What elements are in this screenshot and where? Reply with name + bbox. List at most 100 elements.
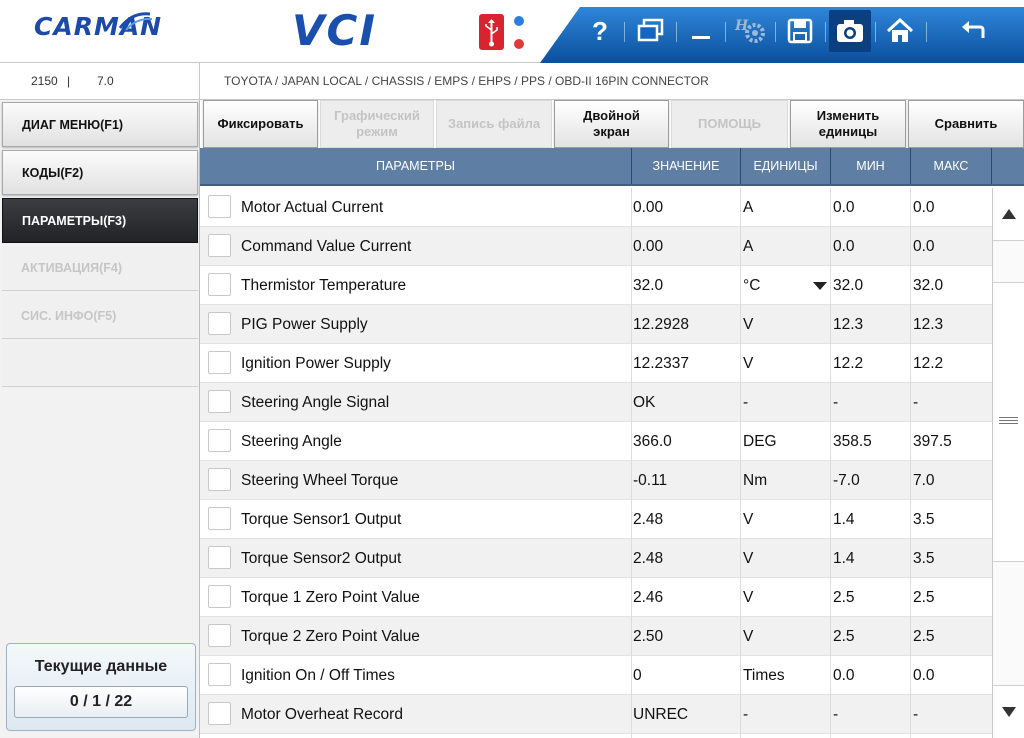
column-divider	[631, 188, 632, 738]
table-row[interactable]: Torque 2 Zero Point Value 2.50 V 2.5 2.5	[200, 617, 992, 656]
column-header-max[interactable]: МАКС	[911, 148, 992, 184]
column-divider	[830, 188, 831, 738]
scroll-up-button[interactable]	[993, 188, 1024, 241]
row-checkbox[interactable]	[208, 351, 231, 374]
parameter-name: Steering Wheel Torque	[241, 471, 399, 489]
parameter-unit: -	[743, 705, 749, 723]
table-row[interactable]: Ignition On / Off Times 0 Times 0.0 0.0	[200, 656, 992, 695]
minimize-button[interactable]	[680, 10, 722, 52]
table-row[interactable]: Steering Angle 366.0 DEG 358.5 397.5	[200, 422, 992, 461]
column-header-value[interactable]: ЗНАЧЕНИЕ	[632, 148, 741, 184]
table-row[interactable]: Command Value Current 0.00 A 0.0 0.0	[200, 227, 992, 266]
table-header: ПАРАМЕТРЫ ЗНАЧЕНИЕ ЕДИНИЦЫ МИН МАКС	[200, 148, 1024, 186]
row-checkbox[interactable]	[208, 624, 231, 647]
back-button[interactable]	[952, 10, 994, 52]
settings-button[interactable]: H	[729, 10, 771, 52]
parameter-min: 1.4	[833, 549, 855, 567]
parameter-min: 0.0	[833, 666, 855, 684]
column-header-units[interactable]: ЕДИНИЦЫ	[741, 148, 831, 184]
parameter-value: 2.48	[633, 549, 664, 567]
dual-screen-button[interactable]: Двойной экран	[554, 100, 669, 148]
parameter-table: Motor Overheat Record UNREC - - - Ignition On…	[200, 188, 992, 738]
toolbar-separator	[725, 22, 726, 42]
column-divider	[740, 188, 741, 738]
row-checkbox[interactable]	[208, 702, 231, 725]
freeze-button[interactable]: Фиксировать	[203, 100, 318, 148]
table-row[interactable]: Steering Angle Signal OK - - -	[200, 383, 992, 422]
screenshot-button[interactable]	[829, 10, 871, 52]
row-checkbox[interactable]	[208, 663, 231, 686]
nav-diag-menu[interactable]: ДИАГ МЕНЮ(F1)	[2, 102, 198, 147]
table-row[interactable]: Motor Overheat Record UNREC - - -	[200, 695, 992, 734]
parameter-name: Steering Angle	[241, 432, 342, 450]
connection-led-blue	[514, 16, 524, 26]
nav-label: СИС. ИНФО(F5)	[21, 309, 117, 323]
parameter-value: 2.46	[633, 588, 664, 606]
table-row[interactable]: Motor Actual Current 0.00 A 0.0 0.0	[200, 188, 992, 227]
row-checkbox[interactable]	[208, 273, 231, 296]
parameter-min: 32.0	[833, 276, 864, 294]
parameter-name: Command Value Current	[241, 237, 412, 255]
save-icon	[787, 18, 813, 44]
parameter-value: 366.0	[633, 432, 672, 450]
current-data-panel: Текущие данные 0 / 1 / 22	[6, 643, 196, 731]
current-data-title: Текущие данные	[34, 658, 168, 675]
save-button[interactable]	[779, 10, 821, 52]
parameter-name: Motor Actual Current	[241, 198, 384, 216]
column-header-parameters[interactable]: ПАРАМЕТРЫ	[200, 148, 632, 184]
parameter-max: 7.0	[913, 471, 935, 489]
parameter-min: 2.5	[833, 588, 855, 606]
current-data-counter: 0 / 1 / 22	[14, 686, 188, 718]
table-row[interactable]: PIG Power Supply 12.2928 V 12.3 12.3	[200, 305, 992, 344]
table-row[interactable]: Torque 1 Zero Point Value 2.46 V 2.5 2.5	[200, 578, 992, 617]
toolbar-separator	[875, 22, 876, 42]
parameter-max: 12.2	[913, 354, 944, 372]
parameter-value: 2.48	[633, 510, 664, 528]
parameter-name: Steering Angle Signal	[241, 393, 390, 411]
parameter-name: PIG Power Supply	[241, 315, 368, 333]
scroll-down-button[interactable]	[993, 685, 1024, 738]
row-checkbox[interactable]	[208, 390, 231, 413]
row-checkbox[interactable]	[208, 585, 231, 608]
row-checkbox[interactable]	[208, 234, 231, 257]
compare-button[interactable]: Сравнить	[908, 100, 1024, 148]
unit-dropdown-icon[interactable]	[813, 282, 827, 290]
row-checkbox[interactable]	[208, 195, 231, 218]
parameter-min: -7.0	[833, 471, 860, 489]
table-row[interactable]: Torque Sensor1 Output 2.48 V 1.4 3.5	[200, 500, 992, 539]
parameter-unit: -	[743, 393, 749, 411]
row-checkbox[interactable]	[208, 468, 231, 491]
change-units-button[interactable]: Изменить единицы	[790, 100, 906, 148]
connection-led-red	[514, 39, 524, 49]
nav-codes[interactable]: КОДЫ(F2)	[2, 150, 198, 195]
parameter-min: 358.5	[833, 432, 872, 450]
parameter-value: 32.0	[633, 276, 664, 294]
toolbar-separator	[825, 22, 826, 42]
table-row[interactable]: Thermistor Temperature 32.0 °C 32.0 32.0	[200, 266, 992, 305]
function-toolbar: Фиксировать Графический режим Запись фай…	[200, 100, 1024, 148]
row-checkbox[interactable]	[208, 546, 231, 569]
table-row[interactable]: Steering Wheel Torque -0.11 Nm -7.0 7.0	[200, 461, 992, 500]
help-button[interactable]: ?	[579, 10, 621, 52]
scroll-thumb[interactable]	[993, 282, 1024, 562]
table-row[interactable]: Ignition Power Supply 12.2337 V 12.2 12.2	[200, 344, 992, 383]
column-header-min[interactable]: МИН	[831, 148, 911, 184]
help-icon: ?	[592, 15, 608, 46]
button-label: Фиксировать	[217, 116, 304, 131]
nav-parameters[interactable]: ПАРАМЕТРЫ(F3)	[2, 198, 198, 243]
home-button[interactable]	[879, 10, 921, 52]
window-mode-button[interactable]	[630, 10, 672, 52]
parameter-max: 2.5	[913, 627, 935, 645]
parameter-min: 0.0	[833, 237, 855, 255]
record-file-button: Запись файла	[436, 100, 552, 148]
row-checkbox[interactable]	[208, 312, 231, 335]
button-label: Изменить единицы	[816, 108, 880, 139]
row-checkbox[interactable]	[208, 507, 231, 530]
vehicle-code: 2150	[31, 74, 58, 88]
table-row[interactable]: Torque Sensor2 Output 2.48 V 1.4 3.5	[200, 539, 992, 578]
table-scrollbar[interactable]	[992, 188, 1024, 738]
grip-line	[999, 423, 1018, 424]
parameter-value: 2.50	[633, 627, 664, 645]
row-checkbox[interactable]	[208, 429, 231, 452]
parameter-min: 2.5	[833, 627, 855, 645]
